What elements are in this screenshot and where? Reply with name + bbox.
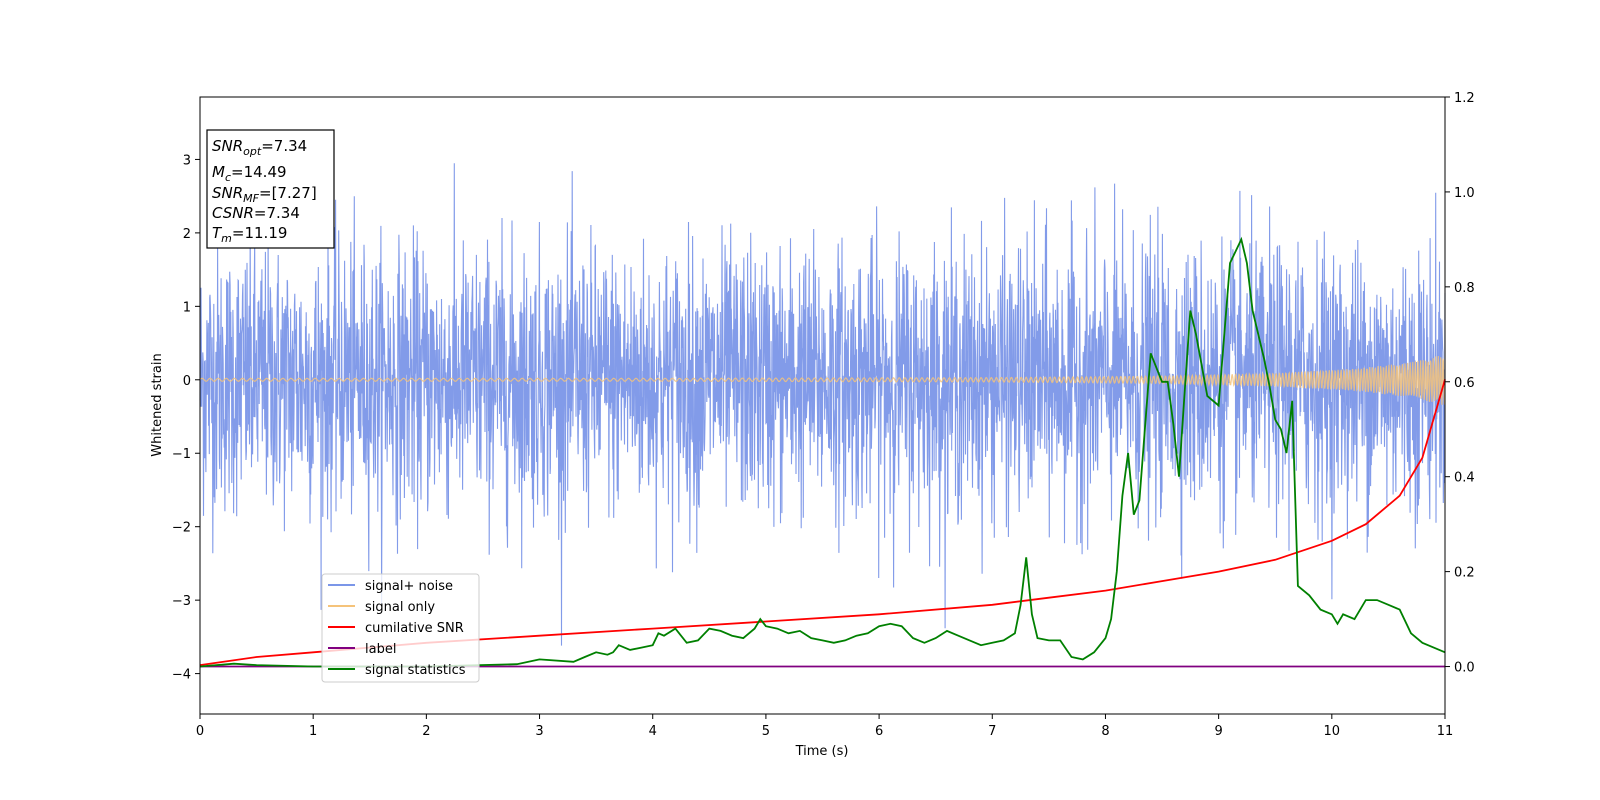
y2-tick-label-4: 0.4 — [1454, 471, 1475, 486]
x-tick-label-2: 2 — [422, 724, 430, 739]
x-tick-label-3: 3 — [535, 724, 543, 739]
y2-tick-label-2: 0.8 — [1454, 281, 1475, 296]
x-axis-label: Time (s) — [795, 744, 849, 759]
y-axis-label: Whitened strain — [150, 353, 165, 456]
legend-label-signal-noise: signal+ noise — [365, 579, 453, 594]
x-tick-label-8: 8 — [1101, 724, 1109, 739]
legend-label-cumulative-snr: cumilative SNR — [365, 621, 464, 636]
y-tick-label-4: −1 — [172, 447, 191, 462]
info-snr-mf: SNRMF=[7.27] — [212, 184, 317, 205]
x-tick-label-0: 0 — [196, 724, 204, 739]
info-mc: Mc=14.49 — [212, 163, 287, 184]
y-tick-label-3: 0 — [183, 374, 191, 389]
plot-frame — [199, 96, 1446, 715]
y2-tick-label-1: 1.0 — [1454, 186, 1475, 201]
x-tick-label-7: 7 — [988, 724, 996, 739]
legend-label-signal-only: signal only — [365, 600, 435, 615]
y-tick-label-2: 1 — [183, 300, 191, 315]
y2-tick-label-0: 1.2 — [1454, 91, 1475, 106]
y2-tick-label-6: 0.0 — [1454, 661, 1475, 676]
legend-label-label: label — [365, 642, 396, 657]
axes-layer: 0 1 2 3 4 5 6 7 8 9 10 113210−1−2−3−41.21.00.80.60.… — [172, 91, 1475, 739]
legend: signal+ noise signal only cumilative SNR… — [321, 573, 480, 683]
x-tick-label-5: 5 — [762, 724, 770, 739]
info-snr-opt: SNRopt=7.34 — [212, 137, 307, 158]
signal-statistics-line — [199, 236, 1446, 668]
info-tm: Tm=11.19 — [212, 224, 287, 245]
info-csnr: CSNR=7.34 — [212, 204, 300, 222]
signal-only-line — [199, 355, 1446, 405]
info-box: SNRopt=7.34 Mc=14.49 SNRMF=[7.27] CSNR=7… — [206, 129, 335, 249]
x-tick-label-10: 10 — [1324, 724, 1341, 739]
x-tick-label-4: 4 — [649, 724, 657, 739]
y2-tick-label-3: 0.6 — [1454, 376, 1475, 391]
x-tick-label-1: 1 — [309, 724, 317, 739]
x-tick-label-6: 6 — [875, 724, 883, 739]
info-box-frame — [206, 129, 335, 249]
x-tick-label-11: 11 — [1437, 724, 1454, 739]
y-tick-label-1: 2 — [183, 227, 191, 242]
legend-frame — [321, 573, 480, 683]
signal-noise-layer — [199, 163, 1446, 646]
y2-tick-label-5: 0.2 — [1454, 566, 1475, 581]
x-tick-label-9: 9 — [1214, 724, 1222, 739]
signal-noise-line — [199, 163, 1446, 646]
y-tick-label-6: −3 — [172, 594, 191, 609]
y-tick-label-7: −4 — [172, 668, 191, 683]
y-tick-label-0: 3 — [183, 153, 191, 168]
legend-label-signal-statistics: signal statistics — [365, 663, 466, 678]
y-tick-label-5: −2 — [172, 521, 191, 536]
